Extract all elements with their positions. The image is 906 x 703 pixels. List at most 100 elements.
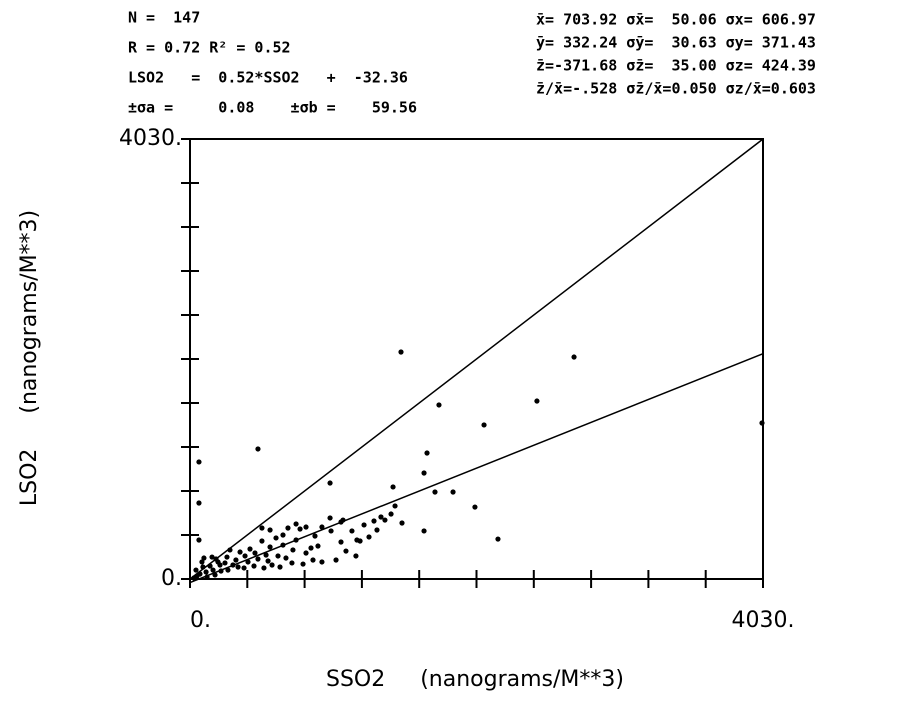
data-point xyxy=(293,521,299,527)
data-point xyxy=(289,560,295,566)
data-point xyxy=(382,517,388,523)
data-point xyxy=(273,535,279,541)
data-point xyxy=(371,518,377,524)
data-point xyxy=(481,422,487,428)
data-point xyxy=(251,563,257,569)
data-point xyxy=(241,565,247,571)
data-point xyxy=(193,567,199,573)
data-point xyxy=(196,459,202,465)
data-point xyxy=(196,537,202,543)
stats-annotation: z̄/x̄=-.528 σz̄/x̄=0.050 σz/x̄=0.603 xyxy=(536,80,816,98)
data-point xyxy=(436,402,442,408)
data-point xyxy=(315,543,321,549)
data-point xyxy=(218,568,224,574)
data-point xyxy=(327,480,333,486)
data-point xyxy=(200,564,206,570)
y-axis-label: LSO2 (nanograms/M**3) xyxy=(17,210,42,506)
y-tick-label: 0. xyxy=(161,566,182,591)
data-point xyxy=(230,562,236,568)
data-point xyxy=(319,524,325,530)
data-point xyxy=(343,548,349,554)
data-point xyxy=(280,532,286,538)
data-point xyxy=(196,500,202,506)
fit-line xyxy=(189,138,764,580)
data-point xyxy=(235,564,241,570)
data-point xyxy=(199,559,205,565)
data-point xyxy=(225,567,231,573)
data-point xyxy=(290,547,296,553)
data-point xyxy=(310,557,316,563)
data-point xyxy=(312,533,318,539)
data-point xyxy=(388,511,394,517)
data-point xyxy=(207,563,213,569)
data-point xyxy=(237,549,243,555)
data-point xyxy=(432,489,438,495)
data-point xyxy=(338,539,344,545)
data-point xyxy=(215,559,221,565)
data-point xyxy=(424,450,430,456)
data-point xyxy=(259,538,265,544)
stats-annotation: LSO2 = 0.52*SSO2 + -32.36 xyxy=(128,69,408,87)
data-point xyxy=(201,555,207,561)
stats-annotation: ȳ= 332.24 σȳ= 30.63 σy= 371.43 xyxy=(536,34,816,52)
data-point xyxy=(293,537,299,543)
data-point xyxy=(275,553,281,559)
data-point xyxy=(333,557,339,563)
data-point xyxy=(398,349,404,355)
data-point xyxy=(280,542,286,548)
data-point xyxy=(203,569,209,575)
data-point xyxy=(378,514,384,520)
data-point xyxy=(255,446,261,452)
data-point xyxy=(259,525,265,531)
fit-line xyxy=(189,353,764,584)
data-point xyxy=(303,524,309,530)
data-point xyxy=(349,528,355,534)
data-point xyxy=(319,559,325,565)
data-point xyxy=(534,398,540,404)
data-point xyxy=(261,565,267,571)
data-point xyxy=(390,484,396,490)
data-point xyxy=(366,534,372,540)
data-point xyxy=(297,526,303,532)
data-point xyxy=(354,537,360,543)
data-point xyxy=(267,527,273,533)
data-point xyxy=(450,489,456,495)
data-point xyxy=(277,564,283,570)
data-point xyxy=(227,547,233,553)
data-point xyxy=(495,536,501,542)
data-point xyxy=(267,544,273,550)
data-point xyxy=(340,517,346,523)
x-tick-label: 0. xyxy=(190,608,211,633)
data-point xyxy=(399,520,405,526)
stats-annotation: R = 0.72 R² = 0.52 xyxy=(128,39,291,57)
data-point xyxy=(224,554,230,560)
data-point xyxy=(472,504,478,510)
data-point xyxy=(571,354,577,360)
data-point xyxy=(252,550,258,556)
data-point xyxy=(285,525,291,531)
data-point xyxy=(263,552,269,558)
stats-annotation: x̄= 703.92 σx̄= 50.06 σx= 606.97 xyxy=(536,11,816,29)
data-point xyxy=(308,545,314,551)
data-point xyxy=(255,556,261,562)
data-point xyxy=(204,574,210,580)
data-point xyxy=(247,546,253,552)
stats-annotation: ±σa = 0.08 ±σb = 59.56 xyxy=(128,99,417,117)
y-tick-label: 4030. xyxy=(119,126,182,151)
data-point xyxy=(392,503,398,509)
data-point xyxy=(303,550,309,556)
data-point xyxy=(421,528,427,534)
x-tick-label: 4030. xyxy=(732,608,795,633)
data-point xyxy=(283,555,289,561)
data-point xyxy=(759,420,765,426)
x-axis-label: SSO2 (nanograms/M**3) xyxy=(326,667,624,692)
data-point xyxy=(222,560,228,566)
data-point xyxy=(374,527,380,533)
data-point xyxy=(233,557,239,563)
data-point xyxy=(269,562,275,568)
data-point xyxy=(353,553,359,559)
data-point xyxy=(191,575,197,581)
stats-annotation: N = 147 xyxy=(128,9,200,27)
data-point xyxy=(245,559,251,565)
